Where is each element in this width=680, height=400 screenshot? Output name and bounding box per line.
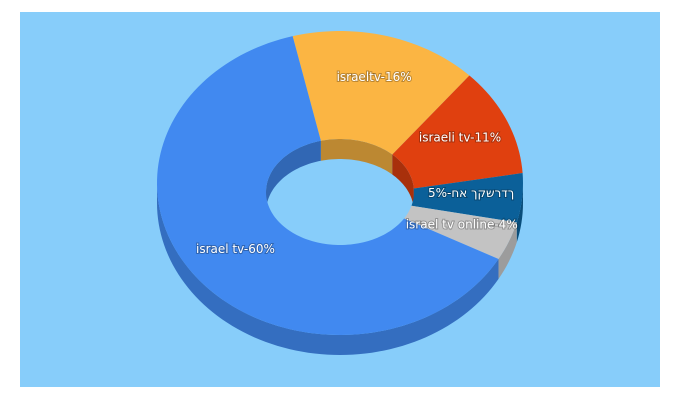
slice (292, 31, 470, 155)
slice-label: israeltv-16% (337, 70, 412, 84)
slice-label: israel tv online-4% (406, 217, 518, 231)
hole-side (392, 154, 414, 209)
slice-side (516, 183, 523, 243)
slice-label: israeli tv-11% (419, 130, 501, 144)
slice-label: ךדרשקך אח-5% (428, 186, 514, 200)
slice (411, 173, 523, 223)
slice-label: israel tv-60% (196, 242, 275, 256)
slice (392, 75, 523, 189)
slice (404, 205, 517, 259)
hole-side (266, 140, 321, 212)
slice (157, 36, 499, 335)
slice-side (498, 222, 517, 279)
slice-side (157, 183, 499, 355)
hole-side (320, 139, 393, 175)
